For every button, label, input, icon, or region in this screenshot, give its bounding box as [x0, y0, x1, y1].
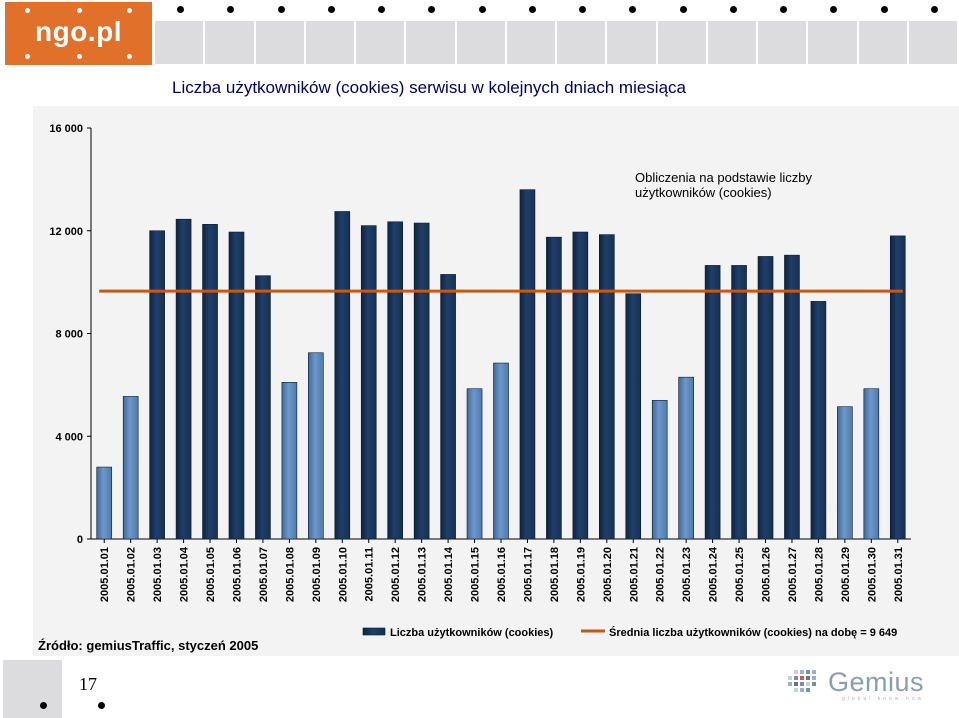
bar — [202, 224, 218, 540]
x-tick-label: 2005.01.27 — [787, 547, 799, 602]
bar — [519, 189, 536, 540]
bar — [413, 222, 430, 540]
bar — [837, 406, 853, 540]
logo-text: ngo.pl — [35, 16, 122, 47]
y-tick-label: 4 000 — [55, 431, 83, 443]
x-tick-label: 2005.01.20 — [602, 547, 614, 602]
bar — [255, 275, 271, 540]
legend-line-label: Średnia liczba użytkowników (cookies) na… — [609, 626, 897, 639]
annotation-line-2: użytkowników (cookies) — [635, 185, 772, 200]
page-number-box: 17 — [3, 660, 116, 718]
bar — [889, 235, 906, 540]
x-tick-label: 2005.01.01 — [99, 547, 111, 602]
bar — [440, 274, 456, 540]
x-tick-label: 2005.01.26 — [761, 547, 773, 602]
page-number: 17 — [79, 674, 97, 694]
gemius-tagline: global know-how — [842, 696, 925, 702]
x-tick-label: 2005.01.07 — [258, 547, 270, 602]
bar — [122, 396, 139, 540]
bar — [625, 293, 642, 540]
bar — [149, 230, 165, 540]
x-tick-label: 2005.01.28 — [813, 547, 825, 602]
x-tick-label: 2005.01.24 — [708, 546, 720, 602]
y-tick-label: 16 000 — [49, 123, 83, 135]
x-tick-label: 2005.01.03 — [152, 547, 164, 602]
annotation-line-1: Obliczenia na podstawie liczby — [635, 170, 813, 185]
x-tick-label: 2005.01.25 — [734, 547, 746, 602]
bar — [387, 221, 403, 540]
header-decoration — [155, 0, 959, 64]
bar — [96, 466, 113, 540]
y-tick-label: 8 000 — [55, 329, 83, 341]
bar — [704, 265, 721, 540]
bar — [360, 225, 377, 540]
source-note: Źródło: gemiusTraffic, styczeń 2005 — [38, 638, 258, 653]
bar — [572, 231, 589, 540]
x-tick-label: 2005.01.02 — [126, 547, 138, 602]
bar — [334, 211, 351, 540]
bar — [757, 256, 774, 540]
bar — [466, 388, 483, 540]
bar — [784, 254, 800, 540]
gemius-wordmark: Gemius — [828, 667, 925, 697]
bar — [810, 301, 827, 540]
x-tick-label: 2005.01.23 — [681, 547, 693, 602]
x-tick-label: 2005.01.09 — [311, 547, 323, 602]
bar — [651, 399, 668, 540]
x-tick-label: 2005.01.04 — [179, 546, 191, 602]
x-tick-label: 2005.01.19 — [575, 547, 587, 602]
bar — [175, 218, 192, 540]
gemius-logo: Gemius global know-how — [788, 667, 938, 702]
x-tick-label: 2005.01.12 — [390, 547, 402, 602]
x-tick-label: 2005.01.18 — [549, 547, 561, 602]
x-tick-label: 2005.01.11 — [364, 547, 376, 601]
x-tick-label: 2005.01.14 — [443, 546, 455, 602]
x-tick-label: 2005.01.06 — [231, 547, 243, 602]
x-tick-label: 2005.01.30 — [866, 547, 878, 602]
bar — [731, 265, 747, 540]
gemius-mark-icon — [788, 670, 816, 692]
bar — [678, 376, 694, 540]
legend-bar-label: Liczba użytkowników (cookies) — [390, 627, 554, 639]
x-tick-label: 2005.01.22 — [655, 547, 667, 602]
bar — [228, 231, 245, 540]
page-title: Liczba użytkowników (cookies) serwisu w … — [172, 78, 686, 97]
x-tick-label: 2005.01.31 — [893, 547, 905, 602]
x-tick-label: 2005.01.16 — [496, 547, 508, 602]
bar — [546, 236, 562, 540]
y-tick-label: 12 000 — [49, 226, 83, 238]
x-tick-label: 2005.01.08 — [284, 547, 296, 602]
bar — [599, 234, 615, 540]
bar — [308, 352, 324, 540]
x-tick-label: 2005.01.10 — [337, 547, 349, 602]
x-tick-label: 2005.01.21 — [628, 547, 640, 602]
ngo-logo[interactable]: ngo.pl — [5, 2, 152, 65]
y-tick-label: 0 — [77, 534, 83, 546]
legend-bar-swatch — [362, 627, 386, 636]
bar-chart: 0 4 000 8 000 12 000 16 000 2005.01.01 2005.01… — [38, 123, 911, 653]
x-tick-label: 2005.01.17 — [522, 547, 534, 602]
bar — [281, 382, 298, 540]
x-tick-label: 2005.01.15 — [470, 547, 482, 602]
bar — [493, 362, 509, 540]
bar — [863, 388, 880, 540]
x-tick-label: 2005.01.13 — [417, 547, 429, 602]
chart-area: 0 4 000 8 000 12 000 16 000 2005.01.01 2005.01… — [33, 106, 959, 656]
x-tick-label: 2005.01.29 — [840, 547, 852, 602]
x-tick-label: 2005.01.05 — [205, 547, 217, 602]
